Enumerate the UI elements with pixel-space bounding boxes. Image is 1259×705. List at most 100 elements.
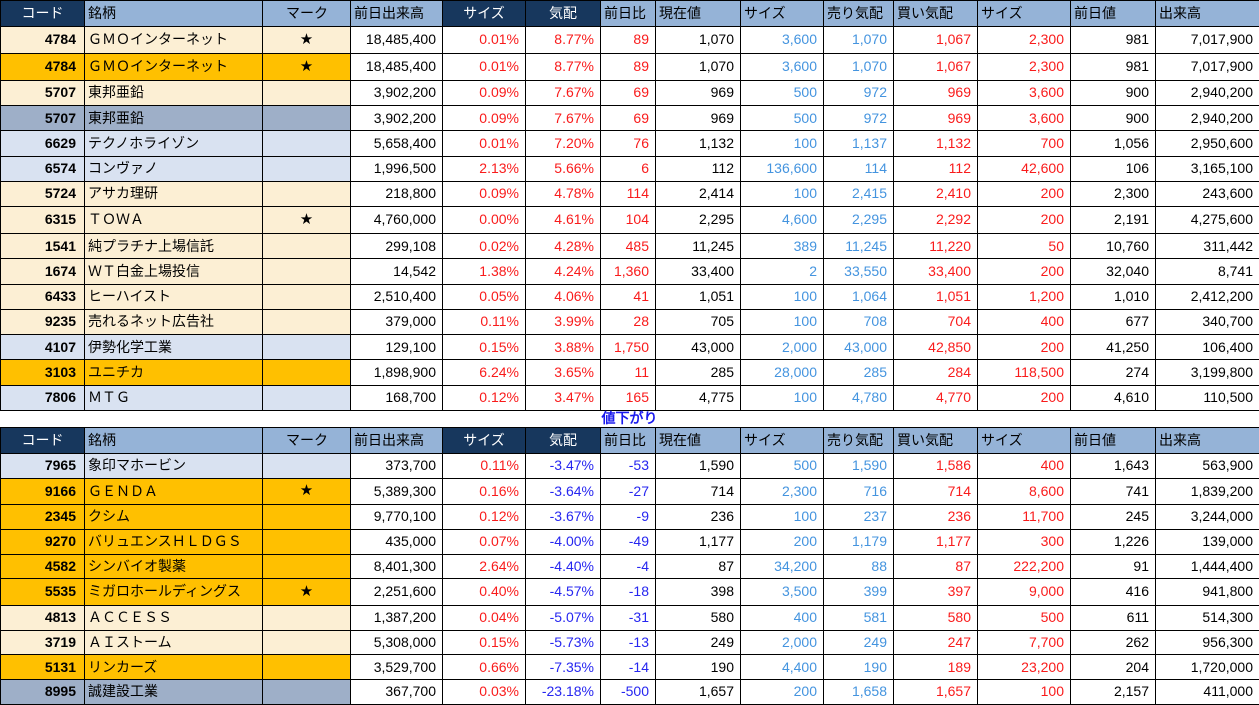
- cell-size2[interactable]: 100: [740, 504, 824, 530]
- cell-size1[interactable]: 0.05%: [442, 283, 526, 310]
- cell-mark[interactable]: [262, 258, 351, 285]
- column-header-size3[interactable]: サイズ: [977, 427, 1071, 454]
- cell-current[interactable]: 4,775: [655, 384, 741, 412]
- cell-name[interactable]: 伊勢化学工業: [84, 334, 263, 361]
- cell-change[interactable]: 28: [600, 308, 656, 336]
- cell-prev_price[interactable]: 900: [1070, 105, 1156, 132]
- cell-ask[interactable]: 114: [823, 155, 894, 182]
- cell-size3[interactable]: 42,600: [977, 155, 1071, 182]
- cell-bid[interactable]: 284: [893, 359, 978, 386]
- cell-quote[interactable]: 3.88%: [525, 334, 601, 361]
- cell-size2[interactable]: 200: [740, 679, 824, 705]
- cell-name[interactable]: テクノホライゾン: [84, 130, 263, 157]
- cell-name[interactable]: 売れるネット広告社: [84, 308, 263, 336]
- column-header-change[interactable]: 前日比: [600, 0, 656, 27]
- cell-ask[interactable]: 716: [823, 477, 894, 506]
- cell-code[interactable]: 7806: [0, 384, 85, 412]
- cell-volume[interactable]: 106,400: [1155, 334, 1259, 361]
- cell-size2[interactable]: 100: [740, 180, 824, 208]
- cell-size3[interactable]: 2,300: [977, 26, 1071, 54]
- cell-prev_price[interactable]: 10,760: [1070, 233, 1156, 260]
- cell-code[interactable]: 5707: [0, 79, 85, 107]
- cell-code[interactable]: 6629: [0, 130, 85, 157]
- cell-current[interactable]: 398: [655, 578, 741, 606]
- cell-size3[interactable]: 8,600: [977, 477, 1071, 506]
- cell-prev_price[interactable]: 1,643: [1070, 453, 1156, 479]
- cell-prev_volume[interactable]: 435,000: [350, 528, 443, 555]
- cell-size1[interactable]: 1.38%: [442, 258, 526, 285]
- cell-change[interactable]: 41: [600, 283, 656, 310]
- cell-name[interactable]: リンカーズ: [84, 654, 263, 681]
- cell-prev_volume[interactable]: 3,529,700: [350, 654, 443, 681]
- cell-prev_volume[interactable]: 18,485,400: [350, 52, 443, 81]
- cell-quote[interactable]: 3.65%: [525, 359, 601, 386]
- cell-prev_price[interactable]: 611: [1070, 604, 1156, 631]
- cell-change[interactable]: -53: [600, 453, 656, 479]
- cell-current[interactable]: 1,177: [655, 528, 741, 555]
- column-header-ask[interactable]: 売り気配: [823, 427, 894, 454]
- cell-prev_price[interactable]: 2,157: [1070, 679, 1156, 705]
- cell-size1[interactable]: 0.07%: [442, 528, 526, 555]
- cell-mark[interactable]: [262, 504, 351, 530]
- cell-current[interactable]: 43,000: [655, 334, 741, 361]
- cell-code[interactable]: 3719: [0, 629, 85, 656]
- cell-mark[interactable]: [262, 654, 351, 681]
- cell-bid[interactable]: 33,400: [893, 258, 978, 285]
- cell-current[interactable]: 1,132: [655, 130, 741, 157]
- column-header-prev-volume[interactable]: 前日出来高: [350, 0, 443, 27]
- cell-quote[interactable]: 4.24%: [525, 258, 601, 285]
- cell-size2[interactable]: 4,600: [740, 206, 824, 235]
- column-header-size2[interactable]: サイズ: [740, 427, 824, 454]
- cell-volume[interactable]: 941,800: [1155, 578, 1259, 606]
- cell-bid[interactable]: 42,850: [893, 334, 978, 361]
- cell-quote[interactable]: 4.61%: [525, 206, 601, 235]
- cell-size1[interactable]: 0.11%: [442, 453, 526, 479]
- cell-prev_volume[interactable]: 5,308,000: [350, 629, 443, 656]
- column-header-code[interactable]: コード: [0, 427, 85, 454]
- cell-prev_price[interactable]: 91: [1070, 553, 1156, 580]
- cell-current[interactable]: 580: [655, 604, 741, 631]
- column-header-change[interactable]: 前日比: [600, 427, 656, 454]
- cell-size1[interactable]: 0.09%: [442, 180, 526, 208]
- cell-name[interactable]: ＡＣＣＥＳＳ: [84, 604, 263, 631]
- cell-prev_price[interactable]: 204: [1070, 654, 1156, 681]
- cell-mark[interactable]: [262, 453, 351, 479]
- cell-change[interactable]: 69: [600, 79, 656, 107]
- cell-size3[interactable]: 200: [977, 206, 1071, 235]
- cell-prev_price[interactable]: 41,250: [1070, 334, 1156, 361]
- cell-ask[interactable]: 1,064: [823, 283, 894, 310]
- cell-code[interactable]: 3103: [0, 359, 85, 386]
- cell-prev_price[interactable]: 106: [1070, 155, 1156, 182]
- cell-size3[interactable]: 1,200: [977, 283, 1071, 310]
- cell-prev_volume[interactable]: 8,401,300: [350, 553, 443, 580]
- cell-ask[interactable]: 399: [823, 578, 894, 606]
- cell-prev_volume[interactable]: 379,000: [350, 308, 443, 336]
- cell-prev_price[interactable]: 2,300: [1070, 180, 1156, 208]
- star-icon[interactable]: ★: [262, 477, 351, 506]
- cell-ask[interactable]: 708: [823, 308, 894, 336]
- cell-size2[interactable]: 3,600: [740, 26, 824, 54]
- cell-mark[interactable]: [262, 334, 351, 361]
- cell-size2[interactable]: 400: [740, 604, 824, 631]
- cell-size1[interactable]: 0.09%: [442, 105, 526, 132]
- cell-size3[interactable]: 3,600: [977, 105, 1071, 132]
- cell-size1[interactable]: 0.66%: [442, 654, 526, 681]
- cell-current[interactable]: 33,400: [655, 258, 741, 285]
- cell-volume[interactable]: 2,940,200: [1155, 105, 1259, 132]
- cell-name[interactable]: ＧＥＮＤＡ: [84, 477, 263, 506]
- column-header-size1[interactable]: サイズ: [442, 0, 526, 27]
- cell-code[interactable]: 4582: [0, 553, 85, 580]
- cell-change[interactable]: -27: [600, 477, 656, 506]
- cell-name[interactable]: シンバイオ製薬: [84, 553, 263, 580]
- cell-prev_volume[interactable]: 3,902,200: [350, 105, 443, 132]
- cell-code[interactable]: 6574: [0, 155, 85, 182]
- cell-name[interactable]: ユニチカ: [84, 359, 263, 386]
- cell-prev_volume[interactable]: 4,760,000: [350, 206, 443, 235]
- cell-ask[interactable]: 1,070: [823, 26, 894, 54]
- cell-ask[interactable]: 1,590: [823, 453, 894, 479]
- cell-volume[interactable]: 311,442: [1155, 233, 1259, 260]
- cell-current[interactable]: 11,245: [655, 233, 741, 260]
- column-header-bid[interactable]: 買い気配: [893, 0, 978, 27]
- cell-name[interactable]: ＷＴ白金上場投信: [84, 258, 263, 285]
- cell-code[interactable]: 1541: [0, 233, 85, 260]
